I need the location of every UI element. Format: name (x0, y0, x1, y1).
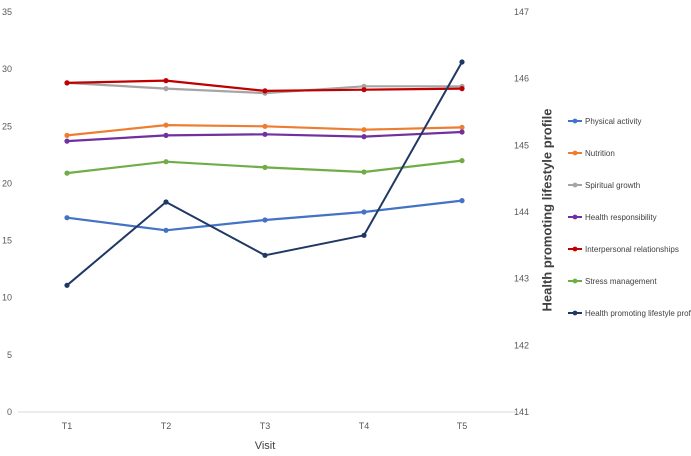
left-tick-label: 35 (2, 7, 12, 17)
data-point (361, 87, 367, 93)
x-tick-label: T4 (359, 421, 370, 431)
data-point (64, 215, 70, 221)
legend-label: Stress management (585, 277, 657, 286)
left-tick-label: 25 (2, 121, 12, 131)
data-point (262, 123, 268, 129)
x-tick-label: T5 (457, 421, 468, 431)
legend-label: Physical activity (585, 117, 641, 126)
left-axis-ticks: 0 5 10 15 20 25 30 35 (2, 7, 12, 417)
data-point (262, 252, 268, 258)
x-tick-label: T3 (260, 421, 271, 431)
right-axis-title: Health promoting lifestyle profile (539, 109, 554, 312)
data-point (64, 170, 70, 176)
data-point (163, 86, 169, 92)
data-point (459, 129, 465, 135)
right-tick-label: 142 (514, 340, 529, 350)
legend-label: Spiritual growth (585, 181, 640, 190)
data-point (163, 122, 169, 128)
right-tick-label: 146 (514, 74, 529, 84)
x-axis-ticks: T1 T2 T3 T4 T5 (62, 421, 468, 431)
data-point (163, 132, 169, 138)
data-point (262, 88, 268, 94)
data-point (361, 169, 367, 175)
data-point (163, 159, 169, 165)
legend-swatch-marker (572, 182, 578, 188)
data-point (459, 158, 465, 164)
legend: Physical activity Nutrition Spiritual grow… (568, 117, 691, 318)
x-tick-label: T1 (62, 421, 73, 431)
data-point (361, 134, 367, 140)
right-tick-label: 147 (514, 7, 529, 17)
right-tick-label: 141 (514, 407, 529, 417)
legend-swatch-marker (572, 278, 578, 284)
x-axis-title: Visit (255, 440, 276, 452)
left-tick-label: 10 (2, 293, 12, 303)
left-tick-label: 20 (2, 178, 12, 188)
data-point (262, 164, 268, 170)
right-tick-label: 145 (514, 140, 529, 150)
series-line (66, 199, 463, 232)
x-tick-label: T2 (161, 421, 172, 431)
data-point (262, 217, 268, 223)
data-point (163, 227, 169, 233)
data-point (361, 232, 367, 238)
data-point (163, 199, 169, 205)
left-tick-label: 30 (2, 64, 12, 74)
data-point (163, 78, 169, 84)
right-axis-ticks: 141 142 143 144 145 146 147 (514, 7, 529, 417)
right-tick-label: 143 (514, 274, 529, 284)
left-tick-label: 5 (7, 350, 12, 360)
data-point (64, 132, 70, 138)
legend-swatch-marker (572, 118, 578, 124)
data-point (64, 80, 70, 86)
data-point (459, 59, 465, 65)
data-point (361, 209, 367, 215)
legend-label: Health responsibility (585, 213, 657, 222)
legend-label: Nutrition (585, 149, 615, 158)
data-point (361, 127, 367, 133)
left-tick-label: 0 (7, 407, 12, 417)
legend-swatch-marker (572, 150, 578, 156)
series-layer (64, 59, 465, 288)
right-tick-label: 144 (514, 207, 529, 217)
data-point (459, 198, 465, 204)
data-point (262, 131, 268, 137)
legend-swatch-marker (572, 246, 578, 252)
data-point (459, 124, 465, 130)
legend-swatch-marker (572, 214, 578, 220)
data-point (459, 86, 465, 92)
legend-label: Health promoting lifestyle profile (585, 309, 691, 318)
legend-label: Interpersonal relationships (585, 245, 679, 254)
left-tick-label: 15 (2, 236, 12, 246)
data-point (64, 138, 70, 144)
legend-swatch-marker (572, 310, 578, 316)
data-point (64, 282, 70, 288)
